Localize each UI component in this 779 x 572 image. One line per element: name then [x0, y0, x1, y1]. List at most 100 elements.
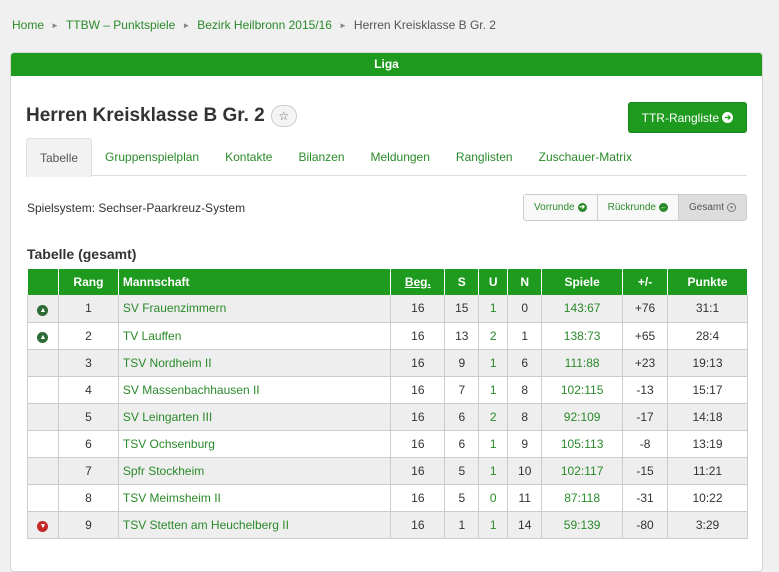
table-row: 8 TSV Meimsheim II 16 5 0 11 87:118 -31 10:22: [27, 484, 748, 512]
cell-punkte: 31:1: [667, 295, 748, 323]
trend-up-icon: ▲: [37, 332, 49, 343]
arrow-right-circle-icon: ➔: [722, 112, 734, 123]
team-link[interactable]: SV Massenbachhausen II: [118, 376, 392, 404]
cell-spiele[interactable]: 102:117: [541, 457, 624, 485]
trend-down-icon: ▼: [37, 521, 49, 532]
ttr-rangliste-button[interactable]: TTR-Rangliste ➔: [628, 102, 747, 133]
table-row: 7 Spfr Stockheim 16 5 1 10 102:117 -15 11:21: [27, 457, 748, 485]
col-trend: [27, 269, 59, 295]
col-s: S: [444, 269, 480, 295]
cell-u[interactable]: 1: [478, 511, 509, 539]
cell-n: 1: [507, 322, 543, 350]
cell-diff: -80: [622, 511, 669, 539]
cell-beg: 16: [390, 376, 446, 404]
breadcrumb-link[interactable]: Bezirk Heilbronn 2015/16: [197, 18, 332, 32]
cell-u[interactable]: 1: [478, 349, 509, 377]
col-beg[interactable]: Beg.: [390, 269, 446, 295]
cell-s: 13: [444, 322, 480, 350]
team-link[interactable]: TV Lauffen: [118, 322, 392, 350]
cell-beg: 16: [390, 403, 446, 431]
cell-u[interactable]: 0: [478, 484, 509, 512]
table-row: ▲ 1 SV Frauenzimmern 16 15 1 0 143:67 +76 31:1: [27, 295, 748, 323]
tab-meldungen[interactable]: Meldungen: [370, 150, 430, 164]
team-link[interactable]: TSV Nordheim II: [118, 349, 392, 377]
tab-tabelle[interactable]: Tabelle: [26, 138, 93, 177]
table-row: ▲ 2 TV Lauffen 16 13 2 1 138:73 +65 28:4: [27, 322, 748, 350]
cell-spiele[interactable]: 92:109: [541, 403, 624, 431]
cell-u[interactable]: 1: [478, 457, 509, 485]
cell-s: 15: [444, 295, 480, 323]
cell-u[interactable]: 1: [478, 376, 509, 404]
cell-rang: 5: [58, 403, 119, 431]
table-heading: Tabelle (gesamt): [27, 246, 137, 262]
breadcrumb-link[interactable]: Home: [12, 18, 45, 32]
cell-diff: +65: [622, 322, 669, 350]
cell-n: 8: [507, 403, 543, 431]
team-link[interactable]: TSV Ochsenburg: [118, 430, 392, 458]
cell-u[interactable]: 1: [478, 430, 509, 458]
table-row: 4 SV Massenbachhausen II 16 7 1 8 102:115 -13 15…: [27, 376, 748, 404]
trend-cell: [27, 430, 59, 458]
round-button-gesamt[interactable]: Gesamt •: [678, 195, 746, 220]
cell-diff: -15: [622, 457, 669, 485]
col-u: U: [478, 269, 509, 295]
cell-s: 1: [444, 511, 480, 539]
cell-diff: -17: [622, 403, 669, 431]
tab-gruppenspielplan[interactable]: Gruppenspielplan: [105, 150, 200, 164]
cell-u[interactable]: 2: [478, 403, 509, 431]
liga-panel: Liga Herren Kreisklasse B Gr. 2 ☆ TTR-Ra…: [10, 52, 763, 572]
cell-n: 6: [507, 349, 543, 377]
trend-cell: [27, 403, 59, 431]
breadcrumb-current: Herren Kreisklasse B Gr. 2: [353, 18, 496, 32]
cell-spiele[interactable]: 138:73: [541, 322, 624, 350]
cell-punkte: 11:21: [667, 457, 748, 485]
round-selector: Vorrunde ➔ Rückrunde ← Gesamt •: [523, 194, 747, 221]
tab-ranglisten[interactable]: Ranglisten: [455, 150, 513, 164]
team-link[interactable]: SV Frauenzimmern: [118, 295, 392, 323]
cell-s: 5: [444, 457, 480, 485]
table-row: 5 SV Leingarten III 16 6 2 8 92:109 -17 14:18: [27, 403, 748, 431]
cell-beg: 16: [390, 484, 446, 512]
team-link[interactable]: TSV Stetten am Heuchelberg II: [118, 511, 392, 539]
cell-punkte: 28:4: [667, 322, 748, 350]
cell-diff: -31: [622, 484, 669, 512]
cell-spiele[interactable]: 102:115: [541, 376, 624, 404]
cell-rang: 3: [58, 349, 119, 377]
breadcrumb-separator-icon: ►: [338, 20, 347, 30]
trend-cell: [27, 484, 59, 512]
cell-spiele[interactable]: 59:139: [541, 511, 624, 539]
cell-u[interactable]: 1: [478, 295, 509, 323]
team-link[interactable]: SV Leingarten III: [118, 403, 392, 431]
cell-diff: -13: [622, 376, 669, 404]
table-header-row: Rang Mannschaft Beg. S U N Spiele +/- Pu…: [27, 269, 748, 295]
trend-cell: [27, 457, 59, 485]
team-link[interactable]: Spfr Stockheim: [118, 457, 392, 485]
favorite-star-button[interactable]: ☆: [270, 105, 297, 127]
cell-n: 8: [507, 376, 543, 404]
ttr-rangliste-label: TTR-Rangliste: [641, 110, 719, 125]
round-button-vorrunde[interactable]: Vorrunde ➔: [524, 195, 598, 220]
cell-beg: 16: [390, 511, 446, 539]
cell-spiele[interactable]: 87:118: [541, 484, 624, 512]
breadcrumb-link[interactable]: TTBW – Punktspiele: [65, 18, 176, 32]
tab-bilanzen[interactable]: Bilanzen: [298, 150, 345, 164]
col-mannschaft: Mannschaft: [118, 269, 392, 295]
dot-circle-icon: •: [727, 203, 736, 212]
cell-punkte: 15:17: [667, 376, 748, 404]
cell-spiele[interactable]: 143:67: [541, 295, 624, 323]
round-button-r-ckrunde[interactable]: Rückrunde ←: [597, 195, 679, 220]
cell-diff: +23: [622, 349, 669, 377]
cell-u[interactable]: 2: [478, 322, 509, 350]
col-diff: +/-: [622, 269, 669, 295]
page-title-wrap: Herren Kreisklasse B Gr. 2 ☆: [26, 105, 297, 127]
tab-zuschauer-matrix[interactable]: Zuschauer-Matrix: [538, 150, 632, 164]
cell-rang: 9: [58, 511, 119, 539]
cell-spiele[interactable]: 105:113: [541, 430, 624, 458]
cell-punkte: 10:22: [667, 484, 748, 512]
cell-n: 10: [507, 457, 543, 485]
trend-up-icon: ▲: [37, 304, 49, 316]
trend-cell: ▲: [27, 295, 59, 323]
cell-spiele[interactable]: 111:88: [541, 349, 624, 377]
tab-kontakte[interactable]: Kontakte: [225, 150, 273, 164]
team-link[interactable]: TSV Meimsheim II: [118, 484, 392, 512]
